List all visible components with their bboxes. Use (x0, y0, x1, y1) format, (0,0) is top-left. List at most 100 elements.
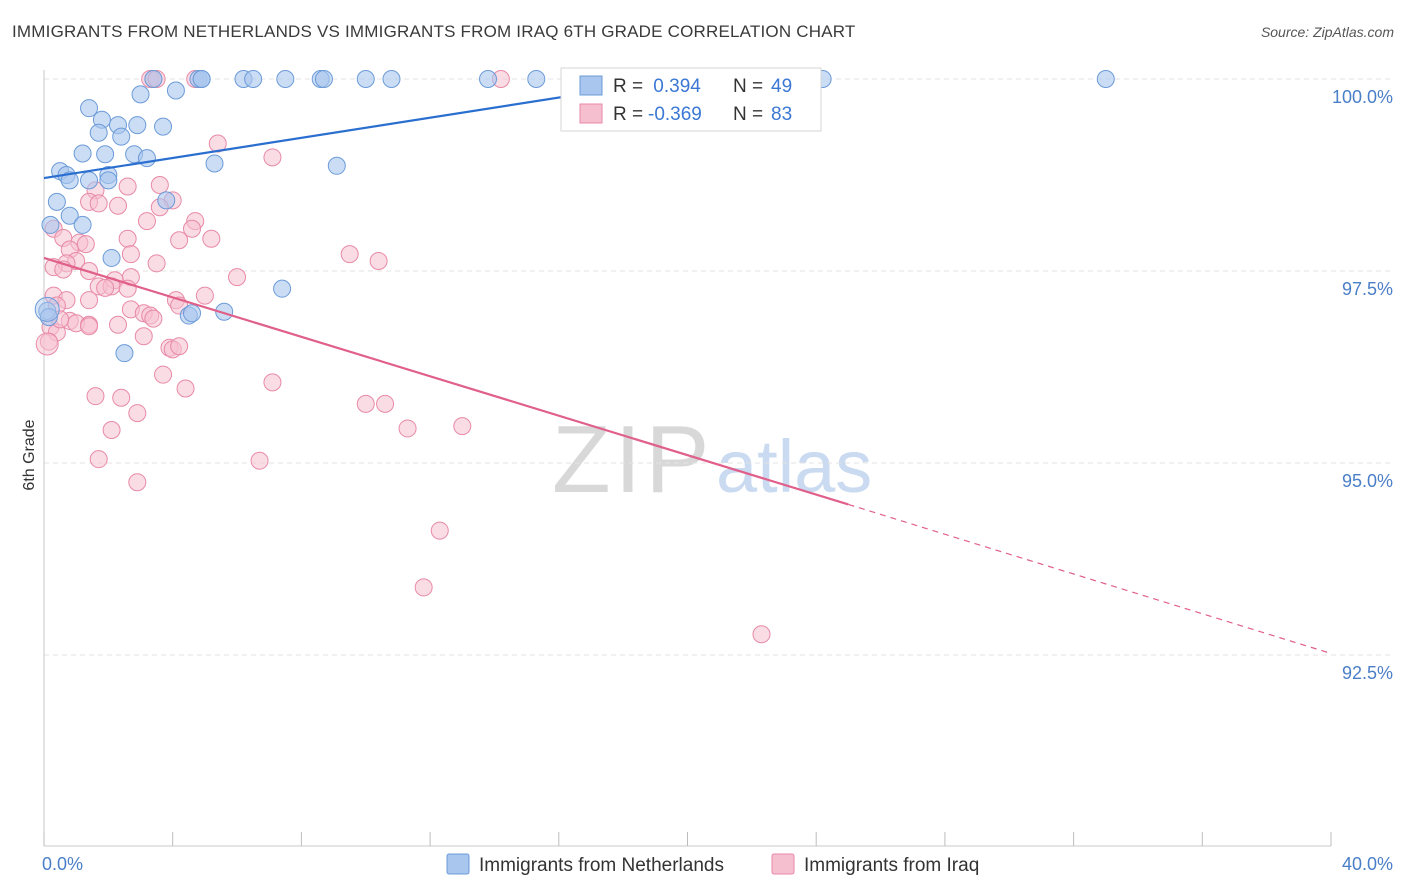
x-tick-label: 0.0% (42, 854, 83, 874)
iraq-point (80, 317, 99, 336)
netherlands-point (183, 304, 202, 323)
iraq-point (202, 229, 221, 248)
iraq-point (137, 212, 156, 231)
iraq-point (147, 254, 166, 273)
stats-legend-swatch-iraq (579, 103, 603, 124)
iraq-point (228, 268, 247, 287)
netherlands-point (41, 215, 60, 234)
iraq-point (112, 388, 131, 407)
stats-legend-r-label-netherlands: R = (613, 76, 643, 97)
y-tick-label: 95.0% (1342, 471, 1393, 491)
netherlands-point (527, 70, 546, 88)
iraq-point (195, 286, 214, 305)
iraq-point (89, 194, 108, 213)
iraq-trend-line-extension (848, 503, 1332, 655)
netherlands-point (244, 70, 263, 88)
netherlands-point (34, 296, 60, 322)
iraq-point (96, 278, 115, 297)
grid-layer (44, 78, 1392, 656)
netherlands-point (144, 70, 163, 88)
iraq-point (430, 521, 449, 540)
iraq-point (752, 625, 771, 644)
x-tick-label: 40.0% (1342, 854, 1393, 874)
iraq-point (35, 332, 59, 356)
netherlands-point (382, 70, 401, 88)
iraq-point (170, 337, 189, 356)
iraq-points (35, 70, 771, 644)
stats-legend-swatch-netherlands (579, 75, 603, 96)
stats-legend-n-label-netherlands: N = (733, 76, 763, 97)
netherlands-point (128, 116, 147, 135)
netherlands-point (115, 344, 134, 363)
netherlands-point (327, 156, 346, 175)
stats-legend-r-label-iraq: R = (613, 104, 643, 125)
netherlands-point (73, 144, 92, 163)
netherlands-point (96, 145, 115, 164)
iraq-point (102, 420, 121, 439)
netherlands-point (356, 70, 375, 88)
bottom-legend: Immigrants from Netherlands Immigrants f… (446, 853, 979, 876)
iraq-point (414, 578, 433, 597)
trend-layer (43, 76, 1332, 655)
netherlands-point (137, 149, 156, 168)
netherlands-point (479, 70, 498, 88)
iraq-point (369, 252, 388, 271)
netherlands-point (154, 117, 173, 136)
iraq-point (150, 175, 169, 194)
iraq-point (109, 196, 128, 215)
netherlands-point (314, 70, 333, 88)
stats-legend-frame (560, 67, 822, 132)
netherlands-point (73, 215, 92, 234)
netherlands-point (166, 81, 185, 100)
netherlands-point (1096, 70, 1115, 88)
iraq-point (109, 315, 128, 334)
iraq-point (80, 291, 99, 310)
iraq-point (118, 229, 137, 248)
iraq-point (340, 245, 359, 264)
chart-source: Source: ZipAtlas.com (1260, 24, 1394, 40)
iraq-point (263, 148, 282, 167)
netherlands-point (89, 123, 108, 142)
stats-legend: R = 0.394 N = 49 R = -0.369 N = 83 (560, 67, 822, 132)
watermark-zip: ZIP (552, 406, 713, 513)
iraq-point (154, 365, 173, 384)
netherlands-point (112, 127, 131, 146)
iraq-point (183, 219, 202, 238)
netherlands-point (192, 70, 211, 88)
bottom-legend-label-iraq: Immigrants from Iraq (804, 855, 979, 876)
netherlands-point (47, 192, 66, 211)
bottom-legend-swatch-netherlands (446, 853, 470, 875)
stats-legend-r-value-iraq: -0.369 (648, 104, 702, 125)
y-tick-label: 97.5% (1342, 279, 1393, 299)
bottom-legend-label-netherlands: Immigrants from Netherlands (479, 855, 724, 876)
netherlands-point (60, 171, 79, 190)
iraq-trend-line (43, 256, 849, 506)
iraq-point (121, 245, 140, 264)
stats-legend-n-value-netherlands: 49 (771, 76, 792, 97)
iraq-point (170, 231, 189, 250)
y-tick-label: 100.0% (1332, 87, 1393, 107)
iraq-point (250, 451, 269, 470)
netherlands-point (99, 171, 118, 190)
netherlands-point (131, 85, 150, 104)
y-tick-label: 92.5% (1342, 663, 1393, 683)
axis-layer: 92.5% 95.0% 97.5% 100.0% 0.0% 40.0% (42, 70, 1393, 874)
netherlands-point (102, 248, 121, 267)
netherlands-point (80, 99, 99, 118)
netherlands-points (34, 70, 1115, 363)
iraq-point (356, 394, 375, 413)
bottom-legend-swatch-iraq (771, 853, 795, 875)
y-axis-title: 6th Grade (21, 419, 38, 490)
iraq-point (76, 235, 95, 254)
stats-legend-r-value-netherlands: 0.394 (648, 76, 701, 97)
stats-legend-n-label-iraq: N = (733, 104, 763, 125)
netherlands-point (205, 154, 224, 173)
iraq-point (376, 394, 395, 413)
chart-title: IMMIGRANTS FROM NETHERLANDS VS IMMIGRANT… (12, 22, 856, 41)
iraq-point (118, 177, 137, 196)
netherlands-point (80, 171, 99, 190)
iraq-point (128, 404, 147, 423)
iraq-point (176, 379, 195, 398)
